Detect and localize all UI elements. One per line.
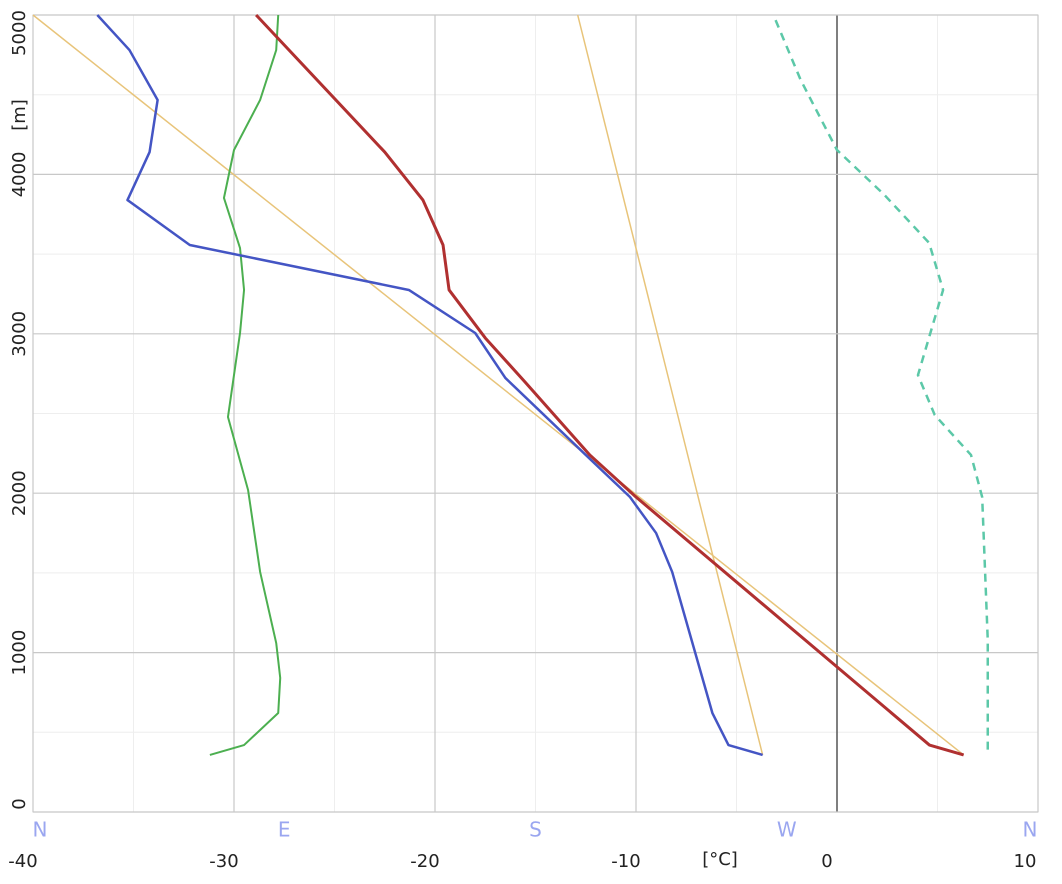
- series-line: [32, 14, 965, 756]
- x-tick-label: -10: [611, 851, 640, 872]
- y-tick-label: 5000: [9, 10, 30, 56]
- x-axis-label: [°C]: [702, 849, 738, 870]
- x2-tick-label: E: [278, 818, 291, 842]
- y-tick-label: 4000: [9, 151, 30, 197]
- series-line: [576, 14, 764, 756]
- x-tick-label: -30: [209, 851, 238, 872]
- x-tick-label: 10: [1014, 851, 1037, 872]
- y-tick-label: 1000: [9, 630, 30, 676]
- y-tick-label: 2000: [9, 470, 30, 516]
- x2-tick-label: N: [33, 818, 48, 842]
- y-axis-label: [m]: [9, 99, 30, 131]
- y-tick-label: 0: [9, 798, 30, 809]
- y-tick-label: 3000: [9, 311, 30, 357]
- x-tick-label: 0: [821, 851, 832, 872]
- series-line: [209, 14, 282, 756]
- x-tick-label: -20: [410, 851, 439, 872]
- series-line: [255, 13, 965, 757]
- x2-tick-label: S: [529, 818, 542, 842]
- x2-tick-label: N: [1023, 818, 1038, 842]
- x2-tick-label: W: [777, 818, 797, 842]
- series-line: [96, 14, 763, 757]
- x-tick-label: -40: [8, 851, 37, 872]
- series-line: [774, 19, 989, 755]
